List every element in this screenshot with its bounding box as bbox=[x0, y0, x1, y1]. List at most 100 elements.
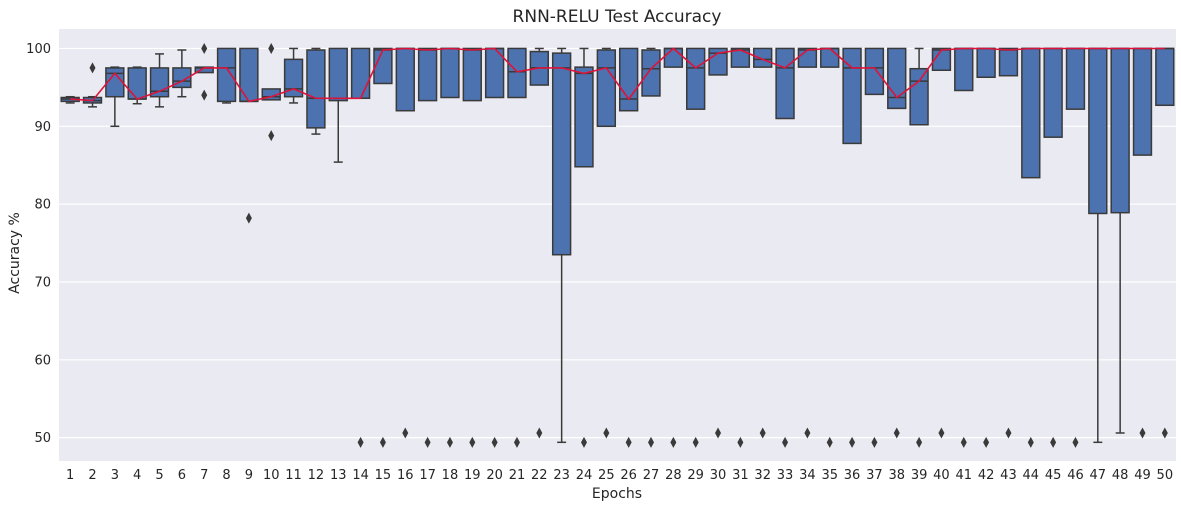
iqr-box bbox=[954, 47, 974, 92]
iqr-box bbox=[842, 47, 862, 145]
iqr-box bbox=[373, 47, 393, 85]
outlier-marker bbox=[357, 436, 364, 448]
iqr-box bbox=[1088, 47, 1108, 215]
iqr-box bbox=[105, 67, 125, 98]
x-tick-label: 17 bbox=[419, 468, 436, 483]
x-tick-label: 8 bbox=[222, 468, 230, 483]
outlier-marker bbox=[737, 436, 744, 448]
box-epoch-39 bbox=[909, 47, 929, 448]
x-tick-label: 5 bbox=[155, 468, 163, 483]
iqr-box bbox=[618, 47, 639, 112]
x-tick-label: 20 bbox=[486, 468, 503, 483]
outlier-marker bbox=[513, 436, 520, 448]
x-tick-label: 18 bbox=[442, 468, 459, 483]
outlier-marker bbox=[871, 436, 878, 448]
x-tick-label: 38 bbox=[888, 468, 905, 483]
x-tick-label: 7 bbox=[200, 468, 208, 483]
y-tick-label: 50 bbox=[34, 431, 51, 446]
x-tick-label: 50 bbox=[1157, 468, 1174, 483]
box-epoch-21 bbox=[507, 47, 527, 448]
outlier-marker bbox=[580, 436, 587, 448]
box-epoch-32 bbox=[753, 47, 773, 439]
x-tick-label: 2 bbox=[88, 468, 96, 483]
outlier-marker bbox=[491, 436, 498, 448]
x-tick-label: 43 bbox=[1000, 468, 1017, 483]
x-axis-label: Epochs bbox=[592, 486, 642, 502]
outlier-marker bbox=[1027, 436, 1034, 448]
iqr-box bbox=[507, 47, 527, 99]
x-tick-label: 27 bbox=[643, 468, 660, 483]
outlier-marker bbox=[648, 436, 655, 448]
iqr-box bbox=[797, 47, 818, 68]
iqr-box bbox=[641, 49, 661, 97]
iqr-box bbox=[663, 47, 684, 68]
outlier-marker bbox=[1005, 427, 1012, 439]
box-epoch-26 bbox=[618, 47, 639, 448]
outlier-marker bbox=[916, 436, 923, 448]
x-tick-label: 42 bbox=[978, 468, 995, 483]
x-tick-label: 39 bbox=[911, 468, 928, 483]
outlier-marker bbox=[424, 436, 431, 448]
iqr-box bbox=[1021, 47, 1041, 179]
outlier-marker bbox=[201, 42, 208, 54]
iqr-box bbox=[574, 66, 594, 168]
iqr-box bbox=[1155, 47, 1175, 107]
y-axis-label: Accuracy % bbox=[7, 212, 23, 294]
outlier-marker bbox=[1139, 427, 1146, 439]
outlier-marker bbox=[536, 427, 543, 439]
x-tick-label: 14 bbox=[352, 468, 369, 483]
iqr-box bbox=[909, 67, 929, 126]
iqr-box bbox=[686, 47, 706, 110]
x-tick-label: 41 bbox=[955, 468, 972, 483]
outlier-marker bbox=[446, 436, 453, 448]
box-epoch-30 bbox=[708, 47, 728, 439]
x-tick-label: 13 bbox=[330, 468, 347, 483]
box-epoch-9 bbox=[239, 47, 259, 224]
iqr-box bbox=[417, 47, 438, 102]
y-tick-label: 90 bbox=[34, 120, 51, 135]
x-tick-label: 24 bbox=[576, 468, 593, 483]
x-tick-label: 19 bbox=[464, 468, 481, 483]
x-tick-label: 48 bbox=[1112, 468, 1129, 483]
outlier-marker bbox=[89, 62, 96, 74]
iqr-box bbox=[1110, 47, 1130, 214]
iqr-box bbox=[239, 47, 259, 103]
iqr-box bbox=[1132, 47, 1153, 156]
outlier-marker bbox=[759, 427, 766, 439]
outlier-marker bbox=[893, 427, 900, 439]
y-tick-label: 70 bbox=[34, 275, 51, 290]
x-tick-label: 28 bbox=[665, 468, 682, 483]
x-tick-label: 22 bbox=[531, 468, 548, 483]
box-epoch-20 bbox=[484, 47, 505, 448]
iqr-box bbox=[820, 47, 840, 68]
outlier-marker bbox=[1072, 436, 1079, 448]
iqr-box bbox=[551, 52, 572, 256]
x-tick-label: 15 bbox=[375, 468, 392, 483]
x-tick-labels: 1 2 3 4 5 6 7 8 9 10 11 12 13 14 15 16 17 18 19 20 21 22 23 24 2… bbox=[66, 468, 1173, 483]
iqr-box bbox=[730, 47, 751, 68]
iqr-box bbox=[216, 47, 237, 103]
box-epoch-50 bbox=[1155, 47, 1175, 439]
x-tick-label: 11 bbox=[285, 468, 302, 483]
x-tick-label: 1 bbox=[66, 468, 74, 483]
outlier-marker bbox=[983, 436, 990, 448]
iqr-box bbox=[596, 49, 617, 128]
iqr-box bbox=[1065, 47, 1086, 110]
median-trend-layer bbox=[70, 47, 1165, 103]
y-tick-label: 100 bbox=[26, 42, 51, 57]
chart-title: RNN-RELU Test Accuracy bbox=[513, 7, 722, 27]
x-tick-label: 44 bbox=[1023, 468, 1040, 483]
x-tick-label: 35 bbox=[821, 468, 838, 483]
iqr-box bbox=[864, 47, 885, 96]
y-tick-label: 80 bbox=[34, 198, 51, 213]
x-tick-label: 21 bbox=[509, 468, 526, 483]
box-epoch-31 bbox=[730, 47, 751, 448]
median-trend-line bbox=[70, 47, 1165, 103]
x-tick-label: 45 bbox=[1045, 468, 1062, 483]
x-tick-label: 32 bbox=[754, 468, 771, 483]
x-tick-label: 33 bbox=[777, 468, 794, 483]
y-tick-labels: 50 60 70 80 90 100 bbox=[26, 42, 51, 446]
box-epoch-36 bbox=[842, 47, 862, 448]
iqr-box bbox=[931, 47, 952, 72]
box-epoch-16 bbox=[395, 47, 415, 439]
